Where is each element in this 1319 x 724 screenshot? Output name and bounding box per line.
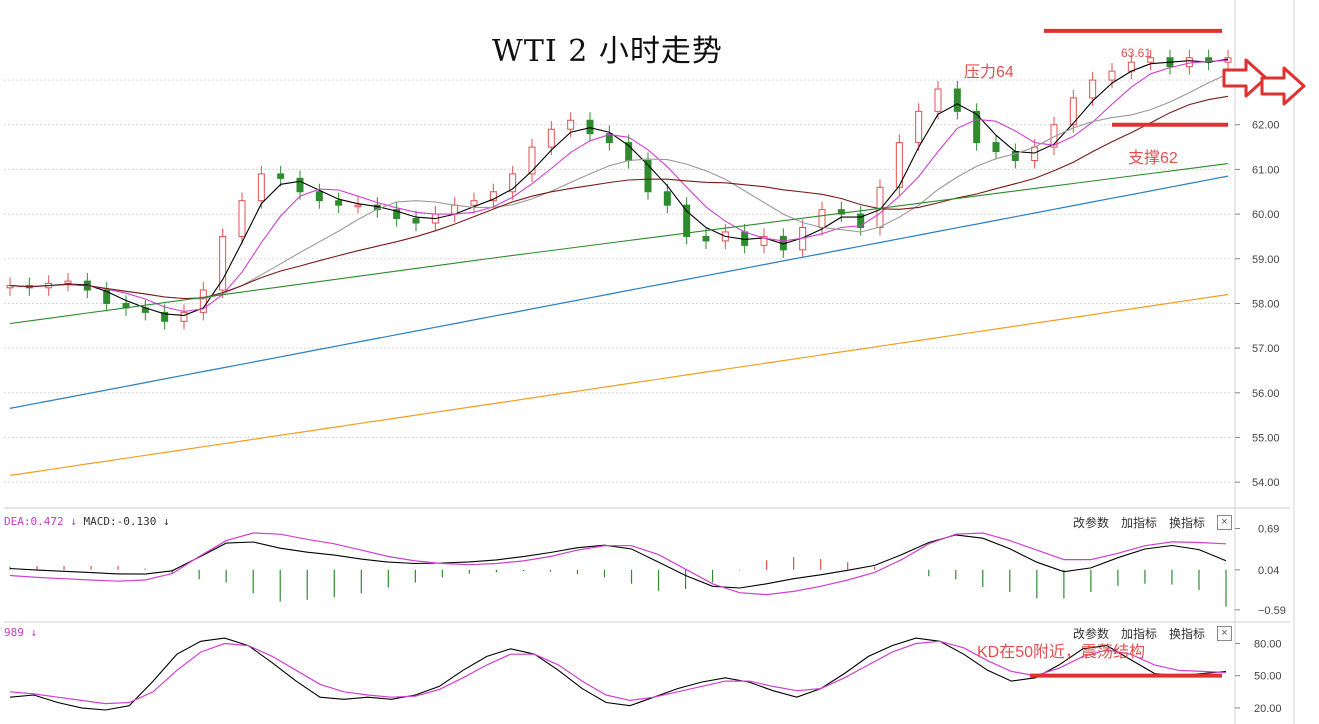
ma-orange-line	[9, 293, 1229, 476]
candle-body	[1185, 57, 1193, 68]
candle-body	[335, 200, 343, 206]
candle-body	[547, 128, 555, 148]
price-tick-label: 60.00	[1252, 209, 1280, 221]
kd-d-line	[9, 640, 1227, 705]
right-arrow-icon	[1222, 58, 1268, 98]
price-tick-label: 58.00	[1252, 298, 1280, 310]
candle-body	[412, 218, 420, 224]
macd-edit-params-button[interactable]: 改参数	[1072, 516, 1109, 530]
candle-body	[1089, 79, 1097, 99]
macd-header: DEA:0.472 ↓ MACD:-0.130 ↓	[4, 515, 170, 528]
candle-body	[315, 191, 323, 202]
macd-tick-label: −0.59	[1258, 605, 1286, 617]
ma-short-line	[9, 58, 1229, 316]
candle-body	[528, 146, 536, 175]
kd-tick-label: 50.00	[1254, 671, 1282, 683]
macd-add-indicator-button[interactable]: 加指标	[1120, 516, 1157, 530]
dea-value: DEA:0.472	[4, 515, 64, 528]
chart-title: WTI 2 小时走势	[492, 34, 723, 69]
price-tick-label: 61.00	[1252, 164, 1280, 176]
candle-body	[1147, 57, 1155, 63]
candle-body	[837, 209, 845, 215]
macd-tick-label: 0.69	[1258, 524, 1279, 536]
macd-switch-indicator-button[interactable]: 换指标	[1168, 516, 1205, 530]
macd-close-icon[interactable]: ×	[1217, 515, 1232, 530]
macd-toolbar: 改参数 加指标 换指标 ×	[1073, 514, 1232, 531]
candle-body	[973, 110, 981, 144]
candle-body	[915, 110, 923, 144]
price-tick-label: 56.00	[1252, 388, 1280, 400]
candle-body	[644, 159, 652, 193]
price-tick-label: 59.00	[1252, 254, 1280, 266]
kd-close-icon[interactable]: ×	[1217, 626, 1232, 641]
candle-body	[257, 173, 265, 202]
candle-body	[238, 200, 246, 237]
kd-header: 989 ↓	[4, 626, 37, 639]
kd-tick-label: 80.00	[1254, 638, 1282, 650]
last-price-label: 63.61	[1121, 46, 1152, 60]
kd-label: 989	[4, 626, 24, 639]
kd-toolbar: 改参数 加指标 换指标 ×	[1073, 625, 1232, 642]
candle-body	[509, 173, 517, 193]
support-label: 支撑62	[1128, 150, 1178, 167]
macd-tick-label: 0.04	[1258, 565, 1279, 577]
candle-body	[161, 311, 169, 322]
macd-dea-line	[9, 532, 1227, 596]
candle-body	[663, 191, 671, 206]
price-tick-label: 54.00	[1252, 477, 1280, 489]
ma-blue-line	[9, 175, 1229, 409]
candle-body	[857, 213, 865, 228]
kd-note-label: KD在50附近，震荡结构	[977, 644, 1146, 661]
candle-body	[818, 209, 826, 228]
price-tick-label: 55.00	[1252, 432, 1280, 444]
kd-tick-label: 20.00	[1254, 703, 1282, 715]
macd-dif-line	[9, 534, 1227, 589]
candle-body	[683, 204, 691, 237]
candle-body	[103, 289, 111, 304]
candle-body	[953, 88, 961, 112]
dea-arrow-icon: ↓	[63, 515, 84, 528]
candle-body	[277, 173, 285, 179]
kd-k-line	[9, 637, 1227, 711]
candle-body	[180, 311, 188, 322]
candle-body	[760, 235, 768, 246]
candle-body	[895, 142, 903, 188]
ma-green-line	[9, 163, 1229, 325]
candle-body	[605, 133, 613, 144]
macd-arrow-icon: ↓	[156, 515, 170, 528]
kd-switch-indicator-button[interactable]: 换指标	[1168, 627, 1205, 641]
candle-body	[1108, 70, 1116, 81]
ma-brown-line	[9, 95, 1229, 300]
right-arrow-icon	[1260, 66, 1306, 106]
candle-body	[199, 289, 207, 313]
candle-body	[393, 209, 401, 220]
candle-body	[586, 119, 594, 135]
candle-body	[296, 177, 304, 193]
candle-body	[992, 142, 1000, 153]
price-tick-label: 62.00	[1252, 120, 1280, 132]
candle-body	[1031, 146, 1039, 161]
candle-body	[567, 119, 575, 130]
resistance-label: 压力64	[964, 64, 1014, 81]
kd-add-indicator-button[interactable]: 加指标	[1120, 627, 1157, 641]
candle-body	[6, 285, 14, 289]
ma-gray-line	[9, 73, 1229, 300]
kd-arrow-icon: ↓	[23, 626, 38, 639]
candle-body	[470, 200, 478, 206]
candle-body	[934, 88, 942, 112]
candle-body	[489, 191, 497, 202]
candle-body	[219, 235, 227, 291]
ma-magenta-line	[9, 59, 1229, 313]
price-tick-label: 57.00	[1252, 343, 1280, 355]
candle-body	[64, 280, 72, 284]
kd-edit-params-button[interactable]: 改参数	[1072, 627, 1109, 641]
candle-body	[702, 235, 710, 242]
macd-value: MACD:-0.130	[83, 515, 157, 528]
candle-body	[354, 204, 362, 208]
candle-body	[1069, 97, 1077, 126]
